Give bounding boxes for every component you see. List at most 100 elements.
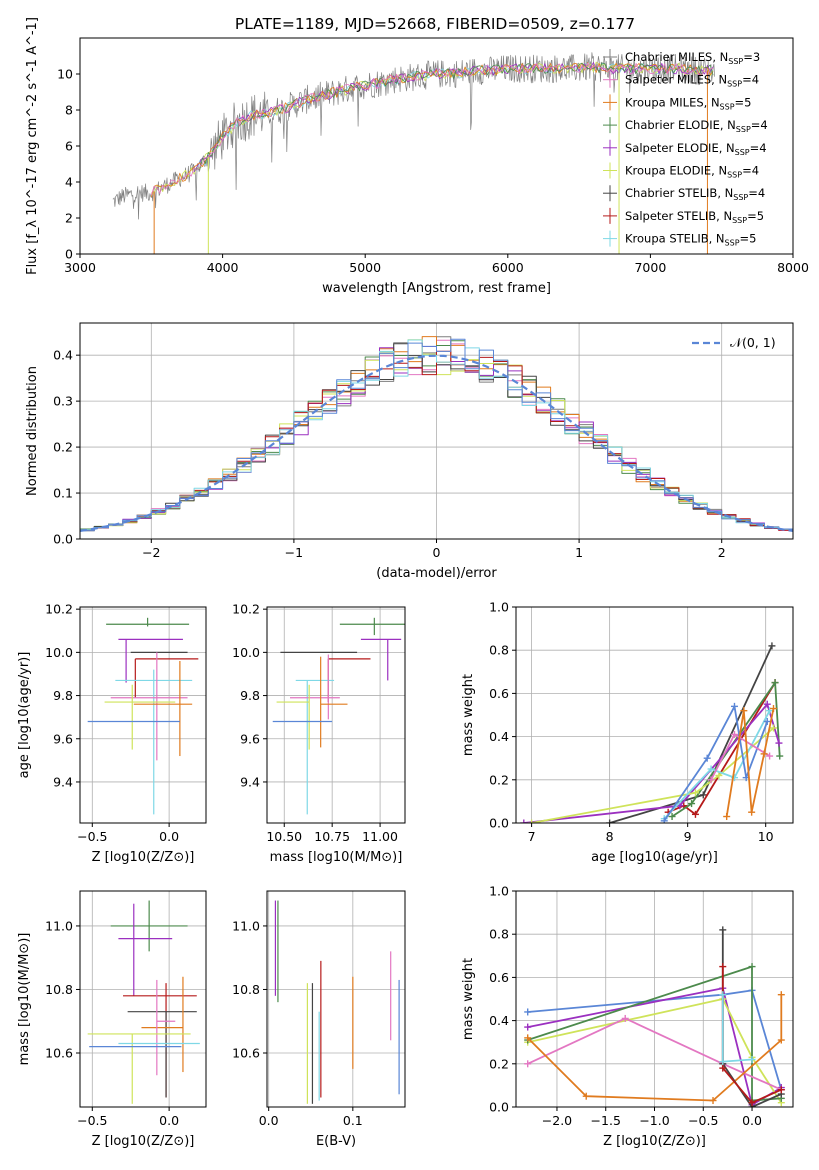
histogram-kroupa-stelib — [80, 339, 793, 539]
plot-area — [112, 52, 715, 254]
y-tick-label: 6 — [65, 139, 73, 154]
legend-entry: Kroupa MILES, NSSP=5 — [625, 95, 751, 111]
errorbar-point — [110, 900, 188, 952]
y-tick-label: 1.0 — [489, 600, 509, 615]
x-tick-label: 9 — [684, 829, 692, 844]
x-axis-label: E(B-V) — [316, 1134, 356, 1149]
x-tick-label: 0.0 — [159, 1113, 179, 1128]
y-tick-label: 10.0 — [45, 645, 73, 660]
y-tick-label: 0.8 — [489, 643, 509, 658]
grid-layer — [267, 891, 405, 1107]
x-tick-label: −0.5 — [688, 1113, 718, 1128]
legend-subscript: SSP — [727, 171, 742, 180]
y-tick-label: 10.8 — [45, 982, 73, 997]
weight-series-line — [523, 703, 780, 823]
x-tick-label: 7000 — [634, 260, 666, 275]
x-tick-label: 4000 — [207, 260, 239, 275]
grid-layer — [516, 606, 793, 824]
weight-series-line — [527, 1017, 782, 1091]
legend-entry: Salpeter STELIB, NSSP=5 — [625, 209, 764, 225]
axes-frame — [515, 606, 794, 824]
legend-subscript: SSP — [732, 216, 747, 225]
y-tick-label: 8 — [65, 103, 73, 118]
x-axis-label: mass [log10(M/M⊙)] — [270, 850, 403, 865]
x-tick-label: 7 — [528, 829, 536, 844]
axes-frame — [79, 606, 207, 824]
x-axis-label: Z [log10(Z/Z⊙)] — [603, 1134, 706, 1149]
y-axis-label: Flux [f_λ 10^-17 erg cm^-2 s^-1 A^-1] — [25, 17, 40, 275]
x-tick-label: −0.5 — [77, 1113, 107, 1128]
x-tick-label: 10.50 — [266, 829, 302, 844]
y-axis-label: mass weight — [461, 674, 476, 756]
y-tick-label: 0.3 — [53, 394, 73, 409]
y-tick-label: 10.2 — [232, 602, 260, 617]
plot-area — [87, 617, 199, 815]
errorbar-point — [134, 658, 199, 698]
y-axis-label: mass weight — [461, 958, 476, 1040]
x-tick-label: −2 — [142, 545, 160, 560]
y-tick-label: 0.0 — [489, 1100, 509, 1115]
x-tick-label: 6000 — [492, 260, 524, 275]
legend-value: =4 — [750, 141, 767, 155]
y-tick-label: 0.8 — [489, 927, 509, 942]
errorbar-point — [106, 617, 190, 627]
y-tick-label: 10.0 — [232, 645, 260, 660]
y-tick-label: 11.0 — [232, 918, 260, 933]
x-axis-label: (data-model)/error — [376, 566, 497, 581]
errorbar-point — [118, 638, 183, 683]
y-tick-label: 9.4 — [240, 774, 260, 789]
normal-curve — [80, 354, 793, 532]
axes-frame — [79, 890, 207, 1108]
legend-value: =5 — [747, 209, 764, 223]
x-tick-label: 10 — [758, 829, 774, 844]
ebv-mass-panel: 0.0 0.1 10.6 10.8 11.0 E(B-V) — [232, 890, 406, 1149]
legend-value: =4 — [751, 118, 768, 132]
x-axis-label: Z [log10(Z/Z⊙)] — [92, 1134, 195, 1149]
weight-series-line — [667, 682, 776, 816]
x-tick-label: −1.0 — [639, 1113, 669, 1128]
x-tick-label: −1 — [285, 545, 303, 560]
model-spectrum-kroupa-elodie — [151, 61, 714, 194]
legend-label: Kroupa ELODIE, N — [625, 164, 727, 178]
errorbar-point — [110, 652, 188, 761]
errorbar-point — [118, 903, 173, 996]
z-weight-panel: −2.0 −1.5 −1.0 −0.5 0.0 0.0 0.2 0.4 0.6 0.8 1.0 Z [… — [461, 884, 794, 1149]
y-tick-label: 0.4 — [489, 729, 509, 744]
x-tick-label: 10.75 — [314, 829, 350, 844]
axes-layer: 3000 4000 5000 6000 7000 8000 0 2 4 6 8 10 wavelengt… — [25, 17, 809, 296]
axes-layer: −2 −1 0 1 2 0.0 0.1 0.2 0.3 0.4 (data-model)/error… — [25, 322, 794, 581]
legend-entry: Salpeter MILES, NSSP=4 — [625, 73, 759, 89]
y-axis-label: Normed distribution — [25, 366, 40, 496]
y-tick-label: 0.2 — [489, 1056, 509, 1071]
errorbar-point — [127, 1011, 197, 1098]
axes-layer: 7 8 9 10 0.0 0.2 0.4 0.6 0.8 1.0 age [log10(age/yr… — [461, 600, 794, 865]
errorbar-point — [339, 617, 405, 636]
errorbar-point — [156, 979, 176, 1076]
legend-entry: Kroupa ELODIE, NSSP=4 — [625, 164, 759, 180]
legend-label: Kroupa MILES, N — [625, 95, 720, 109]
y-axis-label: mass [log10(M/M⊙)] — [17, 933, 32, 1066]
y-tick-label: 10.6 — [45, 1046, 73, 1061]
legend-label: Salpeter ELODIE, N — [625, 141, 735, 155]
legend-entry: Salpeter ELODIE, NSSP=4 — [625, 141, 767, 157]
y-tick-label: 0.6 — [489, 686, 509, 701]
x-tick-label: 0.0 — [259, 1113, 279, 1128]
plot-area — [274, 900, 400, 1104]
y-tick-label: 0.4 — [53, 348, 73, 363]
legend-label: Kroupa STELIB, N — [625, 232, 725, 246]
age-weight-panel: 7 8 9 10 0.0 0.2 0.4 0.6 0.8 1.0 age [log10(age/yr… — [461, 600, 794, 865]
histogram-extra-blue — [80, 338, 793, 539]
y-tick-label: 2 — [65, 211, 73, 226]
errorbar-point — [87, 1033, 191, 1104]
x-tick-label: 0.1 — [343, 1113, 363, 1128]
errorbar-point — [360, 638, 402, 681]
x-tick-label: 0.0 — [159, 829, 179, 844]
errorbar-point — [104, 684, 176, 750]
legend-label: Salpeter STELIB, N — [625, 209, 732, 223]
legend-subscript: SSP — [733, 193, 748, 202]
legend-entry: Chabrier ELODIE, NSSP=4 — [625, 118, 768, 134]
legend-label: Salpeter MILES, N — [625, 73, 727, 87]
legend-subscript: SSP — [735, 148, 750, 157]
